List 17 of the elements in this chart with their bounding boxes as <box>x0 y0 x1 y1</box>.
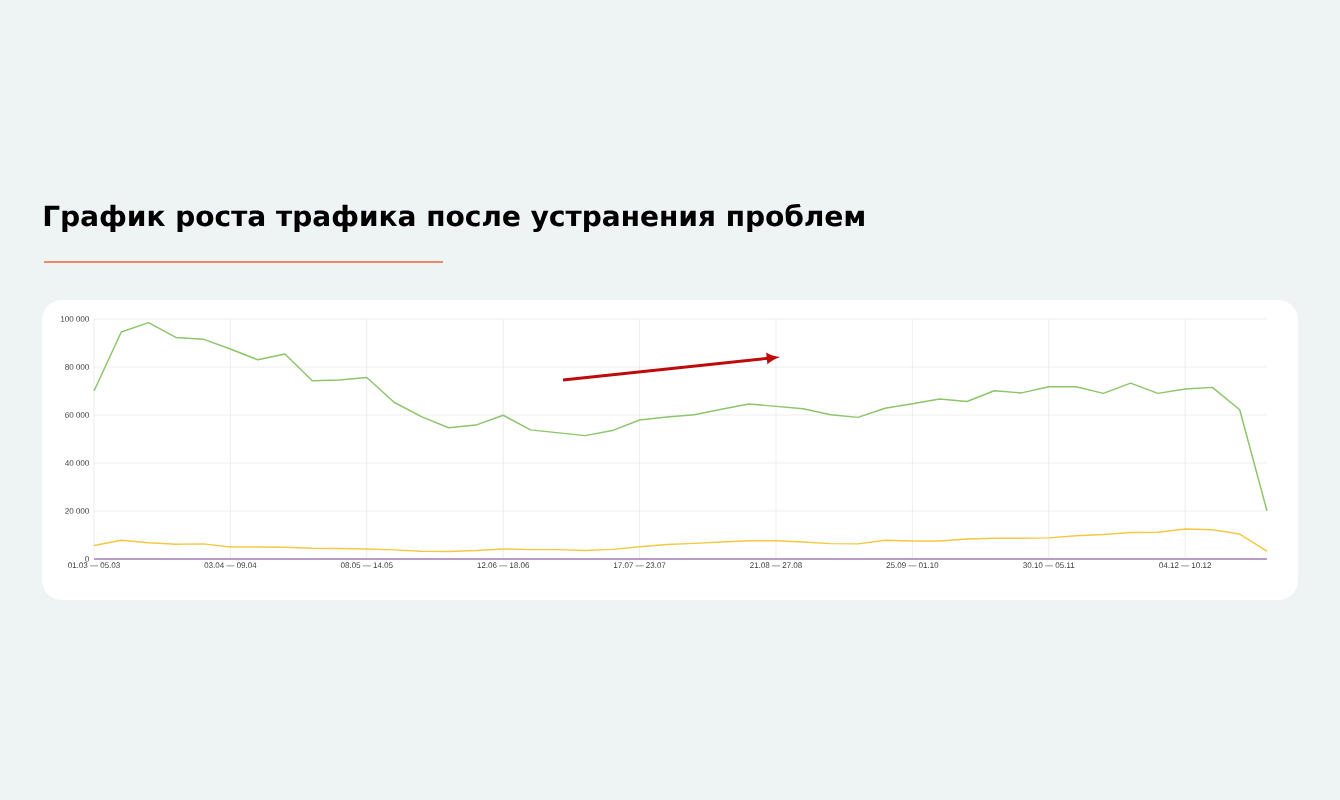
x-tick-label: 01.03 — 05.03 <box>68 562 120 569</box>
x-tick-label: 30.10 — 05.11 <box>1023 562 1075 569</box>
x-tick-label: 12.06 — 18.06 <box>477 562 530 569</box>
x-tick-label: 08.05 — 14.05 <box>340 562 393 569</box>
y-tick-label: 60 000 <box>65 412 89 418</box>
y-tick-label: 100 000 <box>60 316 89 322</box>
x-tick-label: 21.08 — 27.08 <box>750 562 802 569</box>
x-tick-label: 03.04 — 09.04 <box>204 562 257 569</box>
line-series <box>93 528 1268 553</box>
y-tick-label: 20 000 <box>65 508 89 514</box>
x-tick-label: 25.09 — 01.10 <box>886 562 939 569</box>
y-tick-label: 40 000 <box>65 460 89 466</box>
x-tick-label: 17.07 — 23.07 <box>613 562 666 569</box>
x-tick-label: 04.12 — 10.12 <box>1159 562 1211 569</box>
chart-title: График роста трафика после устранения проблем <box>44 203 864 233</box>
y-tick-label: 80 000 <box>65 364 89 370</box>
y-tick-label: 0 <box>85 556 89 562</box>
